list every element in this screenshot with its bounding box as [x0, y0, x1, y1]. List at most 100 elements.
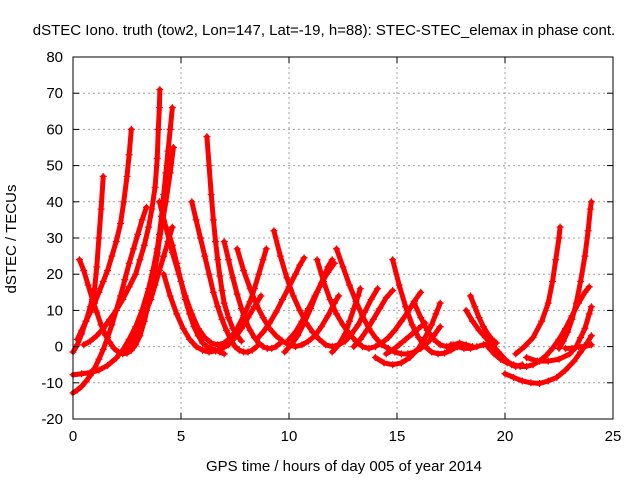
data-point-marker — [335, 341, 343, 349]
data-point-marker — [549, 344, 557, 352]
data-point-marker — [199, 339, 207, 347]
data-point-marker — [395, 281, 403, 289]
data-point-marker — [222, 326, 230, 334]
data-point-marker — [127, 125, 135, 133]
data-point-marker — [212, 238, 220, 246]
data-point-marker — [341, 330, 349, 338]
data-point-marker — [73, 386, 81, 394]
data-point-marker — [552, 256, 560, 264]
data-point-marker — [443, 343, 451, 351]
data-point-marker — [188, 198, 196, 206]
data-point-marker — [402, 303, 410, 311]
data-point-marker — [298, 317, 306, 325]
chart-title: dSTEC Iono. truth (tow2, Lon=147, Lat=-1… — [33, 22, 615, 39]
data-point-marker — [371, 334, 379, 342]
data-point-marker — [244, 348, 252, 356]
data-point-marker — [205, 270, 213, 278]
data-point-marker — [322, 341, 330, 349]
data-point-marker — [436, 341, 444, 349]
data-point-marker — [166, 169, 174, 177]
data-point-marker — [91, 299, 99, 307]
data-point-marker — [555, 335, 563, 343]
data-point-marker — [237, 325, 245, 332]
data-point-marker — [168, 241, 176, 249]
data-point-marker — [568, 315, 576, 323]
data-point-marker — [356, 335, 364, 343]
y-tick-label: -20 — [41, 411, 63, 428]
data-point-marker — [207, 344, 215, 352]
series-arc-21 — [328, 285, 364, 356]
data-point-marker — [136, 256, 144, 264]
data-point-marker — [527, 379, 535, 387]
data-point-marker — [138, 216, 146, 224]
data-point-marker — [84, 281, 92, 289]
data-point-marker — [421, 334, 429, 342]
data-point-marker — [556, 223, 564, 231]
y-tick-label: 20 — [46, 266, 63, 283]
data-point-marker — [259, 343, 267, 351]
data-point-marker — [129, 245, 137, 253]
data-point-marker — [153, 154, 161, 162]
data-point-marker — [149, 270, 157, 278]
data-point-marker — [382, 350, 390, 358]
series-arc-11 — [164, 227, 228, 358]
data-point-marker — [248, 346, 256, 354]
data-point-marker — [333, 245, 341, 253]
series-arc-32 — [501, 332, 595, 388]
data-layer — [69, 86, 595, 397]
data-point-marker — [555, 234, 563, 242]
data-point-marker — [212, 346, 220, 354]
data-point-marker — [315, 335, 323, 343]
data-point-marker — [410, 299, 418, 307]
data-point-marker — [374, 285, 382, 293]
data-point-marker — [190, 323, 198, 331]
data-point-marker — [151, 281, 159, 289]
data-point-marker — [566, 350, 574, 358]
data-point-marker — [479, 323, 487, 331]
data-point-marker — [415, 325, 423, 332]
data-point-marker — [577, 348, 585, 356]
data-point-marker — [529, 361, 537, 369]
data-point-marker — [350, 343, 358, 351]
data-point-marker — [97, 205, 105, 213]
data-point-marker — [112, 306, 120, 314]
data-point-marker — [510, 373, 518, 381]
data-point-marker — [333, 310, 341, 318]
data-point-marker — [168, 104, 176, 112]
data-point-marker — [564, 328, 572, 336]
data-point-marker — [262, 245, 270, 253]
series-track — [81, 87, 163, 348]
data-point-marker — [112, 238, 120, 246]
data-point-marker — [304, 305, 312, 313]
data-point-marker — [255, 270, 263, 278]
data-point-marker — [328, 348, 336, 356]
x-tick-label: 10 — [281, 428, 298, 445]
data-point-marker — [203, 343, 211, 351]
data-point-marker — [484, 343, 492, 351]
data-point-marker — [201, 334, 209, 342]
data-point-marker — [581, 252, 589, 260]
data-point-marker — [339, 321, 347, 329]
data-point-marker — [281, 348, 289, 356]
data-point-marker — [460, 344, 468, 352]
data-point-marker — [432, 310, 440, 318]
data-point-marker — [378, 341, 386, 349]
data-point-marker — [568, 344, 576, 352]
data-point-marker — [86, 308, 94, 316]
data-point-marker — [270, 227, 278, 235]
x-tick-label: 20 — [497, 428, 514, 445]
data-point-marker — [125, 283, 133, 291]
data-point-marker — [283, 274, 291, 282]
data-point-marker — [134, 230, 142, 238]
data-point-marker — [408, 330, 416, 338]
data-point-marker — [423, 326, 431, 334]
data-point-marker — [577, 334, 585, 342]
data-point-marker — [462, 306, 470, 314]
data-point-marker — [345, 317, 353, 325]
data-point-marker — [510, 361, 518, 369]
data-point-marker — [99, 172, 107, 180]
data-point-marker — [428, 321, 436, 329]
data-point-marker — [389, 346, 397, 354]
data-point-marker — [447, 341, 455, 349]
